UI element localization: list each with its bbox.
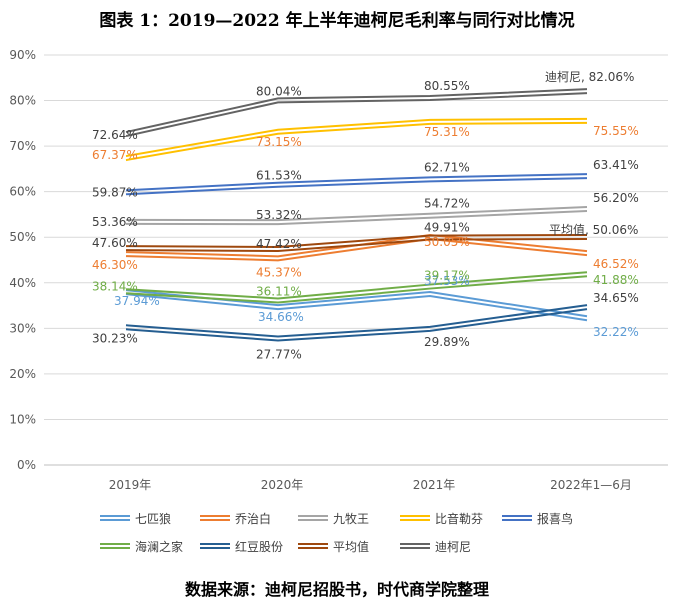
data-label: 80.55% xyxy=(424,79,470,93)
series-line xyxy=(125,233,588,248)
series-line xyxy=(125,92,588,138)
series-line xyxy=(125,237,588,252)
data-label: 29.89% xyxy=(424,335,470,349)
data-label: 56.20% xyxy=(593,191,639,205)
data-label: 67.37% xyxy=(92,148,138,162)
y-tick-label: 80% xyxy=(9,94,36,108)
series-lines xyxy=(125,88,588,342)
series-九牧王 xyxy=(125,205,588,226)
legend-item: 七匹狼 xyxy=(100,511,171,526)
y-tick-label: 40% xyxy=(9,276,36,290)
data-label: 30.23% xyxy=(92,331,138,345)
series-迪柯尼 xyxy=(125,88,588,138)
x-tick-label: 2020年 xyxy=(261,478,304,492)
legend-item: 平均值 xyxy=(298,539,369,554)
legend-item: 海澜之家 xyxy=(100,539,183,554)
data-label: 46.52% xyxy=(593,257,639,271)
series-报喜鸟 xyxy=(125,173,588,196)
data-label: 53.32% xyxy=(256,208,302,222)
data-label: 39.17% xyxy=(424,269,470,283)
data-label: 迪柯尼, 82.06% xyxy=(545,70,634,84)
legend-item: 迪柯尼 xyxy=(400,540,471,554)
data-labels: 37.94% 34.66% 37.53% 32.22% 46.30% 45.37% 50.0… xyxy=(92,70,639,361)
data-label: 75.31% xyxy=(424,125,470,139)
series-line xyxy=(125,205,588,222)
data-label: 41.88% xyxy=(593,273,639,287)
series-line xyxy=(125,121,588,162)
y-tick-label: 20% xyxy=(9,367,36,381)
series-海澜之家 xyxy=(125,271,588,304)
data-label: 34.65% xyxy=(593,291,639,305)
series-平均值 xyxy=(125,233,588,252)
data-label: 37.94% xyxy=(114,294,160,308)
y-tick-label: 30% xyxy=(9,321,36,335)
y-tick-label: 10% xyxy=(9,412,36,426)
series-line xyxy=(125,209,588,226)
series-line xyxy=(125,177,588,196)
data-label: 46.30% xyxy=(92,258,138,272)
data-label: 53.36% xyxy=(92,215,138,229)
legend-item: 九牧王 xyxy=(298,512,369,526)
x-tick-label: 2021年 xyxy=(413,478,456,492)
data-label: 63.41% xyxy=(593,158,639,172)
data-label: 36.11% xyxy=(256,284,302,298)
series-line xyxy=(125,308,588,342)
series-line xyxy=(125,271,588,300)
y-tick-label: 60% xyxy=(9,185,36,199)
legend-label: 九牧王 xyxy=(333,512,369,526)
y-tick-label: 90% xyxy=(9,48,36,62)
legend-label: 七匹狼 xyxy=(135,511,171,526)
y-tick-label: 50% xyxy=(9,230,36,244)
legend-label: 迪柯尼 xyxy=(435,540,471,554)
x-tick-label: 2019年 xyxy=(109,478,152,492)
data-label: 45.37% xyxy=(256,265,302,279)
series-line xyxy=(125,237,588,262)
data-label: 72.64% xyxy=(92,128,138,142)
series-比音勒芬 xyxy=(125,117,588,162)
series-line xyxy=(125,293,588,322)
source-note: 数据来源：迪柯尼招股书，时代商学院整理 xyxy=(184,580,489,599)
data-label: 50.05% xyxy=(424,235,470,249)
data-label: 61.53% xyxy=(256,169,302,183)
data-label: 37.53% xyxy=(424,274,470,288)
data-label: 49.91% xyxy=(424,221,470,235)
data-label: 27.77% xyxy=(256,347,302,361)
series-红豆股份 xyxy=(125,304,588,342)
legend-item: 报喜鸟 xyxy=(502,511,573,526)
data-label: 62.71% xyxy=(424,160,470,174)
series-line xyxy=(125,88,588,134)
series-line xyxy=(125,275,588,304)
legend-label: 海澜之家 xyxy=(135,539,183,554)
legend-label: 报喜鸟 xyxy=(537,511,573,526)
legend-item: 红豆股份 xyxy=(200,539,283,554)
y-tick-label: 0% xyxy=(17,458,36,472)
data-label: 34.66% xyxy=(258,310,304,324)
x-tick-label: 2022年1—6月 xyxy=(550,478,632,492)
legend-item: 乔治白 xyxy=(200,511,271,526)
data-label: 73.15% xyxy=(256,135,302,149)
data-label: 47.60% xyxy=(92,236,138,250)
y-tick-label: 70% xyxy=(9,139,36,153)
legend-item: 比音勒芬 xyxy=(400,511,483,526)
data-label: 38.14% xyxy=(92,279,138,293)
series-line xyxy=(125,173,588,192)
data-label: 59.87% xyxy=(92,185,138,199)
data-label: 32.22% xyxy=(593,325,639,339)
series-line xyxy=(125,304,588,338)
data-label: 47.42% xyxy=(256,237,302,251)
data-label: 平均值, 50.06% xyxy=(549,222,638,237)
chart-title: 图表 1：2019—2022 年上半年迪柯尼毛利率与同行对比情况 xyxy=(99,11,575,31)
y-axis-ticks: 0% 10% 20% 30% 40% 50% 60% 70% 80% 90% xyxy=(9,48,36,472)
data-label: 54.72% xyxy=(424,197,470,211)
x-axis-ticks: 2019年 2020年 2021年 2022年1—6月 xyxy=(109,478,632,492)
legend-label: 红豆股份 xyxy=(235,539,283,554)
data-label: 75.55% xyxy=(593,124,639,138)
data-label: 80.04% xyxy=(256,84,302,98)
legend-label: 比音勒芬 xyxy=(435,511,483,526)
series-line xyxy=(125,117,588,158)
legend-label: 平均值 xyxy=(333,539,369,554)
legend-label: 乔治白 xyxy=(235,511,271,526)
